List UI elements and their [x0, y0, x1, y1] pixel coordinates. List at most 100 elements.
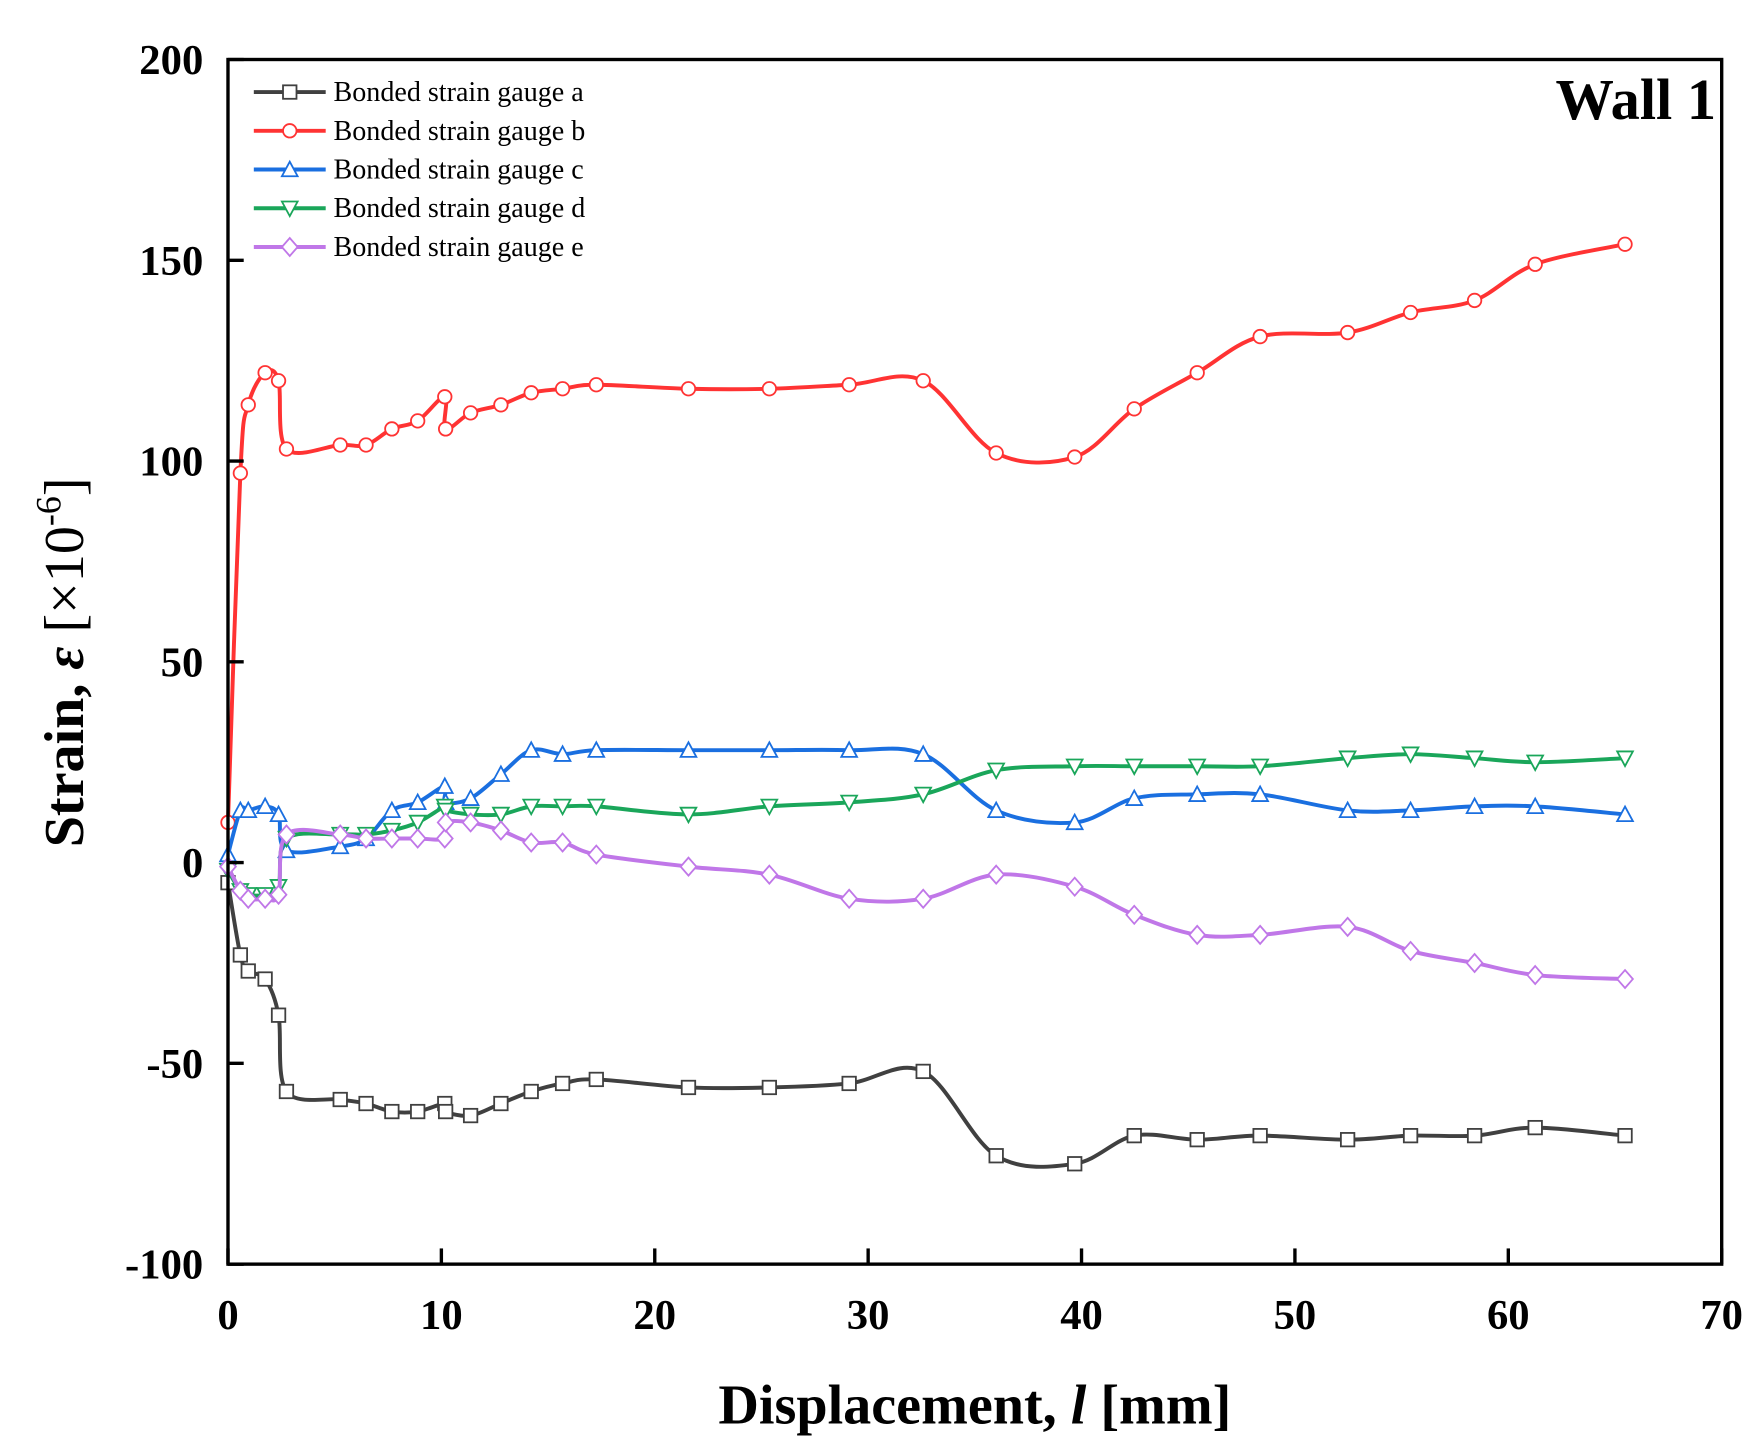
series-b — [220, 236, 1633, 831]
y-tick-label: 100 — [139, 439, 203, 486]
legend-label: Bonded strain gauge d — [334, 193, 586, 224]
diamond-marker — [1065, 876, 1084, 898]
wall-annotation: Wall 1 — [1555, 67, 1716, 132]
legend-item: Bonded strain gauge e — [253, 232, 584, 263]
x-axis-label: Displacement, l [mm] — [718, 1375, 1231, 1437]
circle-marker — [761, 381, 777, 397]
y-tick-label: 150 — [139, 238, 203, 285]
series-line — [226, 752, 1626, 898]
triangle-up-marker — [913, 744, 933, 762]
square-marker — [554, 1075, 571, 1092]
triangle-up-marker — [435, 776, 455, 794]
triangle-up-marker — [679, 740, 698, 758]
circle-marker — [1527, 256, 1543, 272]
series-d — [218, 746, 1635, 905]
diamond-marker — [239, 888, 258, 910]
series-line — [226, 242, 1626, 823]
triangle-down-marker — [1124, 758, 1144, 776]
square-marker — [1252, 1128, 1268, 1144]
diamond-marker — [840, 888, 859, 910]
series-line — [226, 746, 1626, 856]
diamond-marker — [256, 888, 275, 910]
x-tick-label: 0 — [217, 1292, 238, 1339]
circle-marker — [988, 445, 1004, 461]
diamond-marker — [356, 828, 376, 849]
circle-marker — [240, 397, 256, 413]
triangle-up-marker — [280, 159, 300, 178]
triangle-down-marker — [1065, 758, 1085, 776]
circle-marker — [270, 373, 287, 389]
triangle-up-marker — [759, 740, 779, 758]
circle-marker — [1402, 304, 1419, 321]
square-marker — [493, 1095, 509, 1112]
square-marker — [1126, 1128, 1142, 1144]
x-tick-label: 40 — [1060, 1292, 1103, 1339]
circle-marker — [358, 437, 374, 453]
circle-marker — [438, 421, 454, 437]
triangle-up-marker — [1065, 812, 1085, 831]
triangle-up-marker — [382, 800, 402, 819]
triangle-up-marker — [521, 740, 541, 758]
diamond-marker — [760, 864, 779, 885]
triangle-down-marker — [913, 786, 933, 805]
square-marker — [1339, 1132, 1356, 1148]
triangle-up-marker — [1250, 784, 1270, 802]
series-c — [218, 740, 1635, 863]
diamond-marker — [1401, 940, 1420, 962]
circle-marker — [1466, 292, 1483, 309]
triangle-down-marker — [280, 200, 300, 219]
triangle-down-marker — [491, 806, 511, 825]
circle-marker — [554, 381, 571, 397]
diamond-marker — [1125, 904, 1144, 926]
x-tick-label: 60 — [1487, 1292, 1530, 1339]
triangle-down-marker — [839, 794, 859, 813]
square-marker — [1189, 1132, 1205, 1148]
square-marker — [1402, 1128, 1419, 1144]
square-marker — [240, 963, 256, 979]
square-marker — [462, 1107, 479, 1124]
circle-marker — [1126, 401, 1142, 417]
circle-marker — [1339, 324, 1356, 341]
square-marker — [270, 1007, 287, 1023]
series-line — [226, 882, 1626, 1169]
circle-marker — [1189, 365, 1205, 381]
triangle-up-marker — [1124, 788, 1144, 806]
circle-marker — [282, 123, 298, 139]
diamond-marker — [435, 828, 454, 849]
square-marker — [523, 1083, 539, 1100]
diamond-marker — [987, 864, 1006, 885]
triangle-up-marker — [330, 836, 350, 855]
square-marker — [358, 1095, 374, 1112]
y-tick-label: 50 — [161, 639, 204, 686]
square-marker — [761, 1079, 777, 1096]
diamond-marker — [1251, 924, 1270, 946]
triangle-down-marker — [521, 798, 541, 817]
diamond-marker — [461, 812, 480, 833]
triangle-down-marker — [986, 762, 1006, 780]
diamond-marker — [1615, 968, 1635, 990]
legend-item: Bonded strain gauge a — [253, 77, 584, 108]
y-tick-label: 200 — [139, 37, 203, 84]
circle-marker — [384, 421, 400, 437]
square-marker — [438, 1103, 454, 1120]
triangle-down-marker — [1401, 746, 1420, 764]
square-marker — [257, 971, 273, 987]
diamond-marker — [1465, 952, 1484, 974]
triangle-down-marker — [1465, 750, 1484, 768]
circle-marker — [523, 385, 539, 401]
x-tick-label: 30 — [847, 1292, 890, 1339]
y-tick-label: -100 — [125, 1242, 203, 1289]
circle-marker — [332, 437, 348, 453]
triangle-up-marker — [586, 740, 606, 758]
triangle-down-marker — [586, 798, 606, 817]
triangle-up-marker — [255, 796, 275, 815]
circle-marker — [257, 365, 273, 381]
square-marker — [1067, 1156, 1083, 1172]
triangle-down-marker — [759, 798, 779, 817]
legend-label: Bonded strain gauge c — [334, 155, 584, 186]
circle-marker — [841, 377, 857, 393]
triangle-down-marker — [1338, 750, 1357, 768]
legend-label: Bonded strain gauge b — [334, 116, 586, 147]
series-layer — [218, 236, 1635, 1172]
diamond-marker — [331, 824, 350, 845]
